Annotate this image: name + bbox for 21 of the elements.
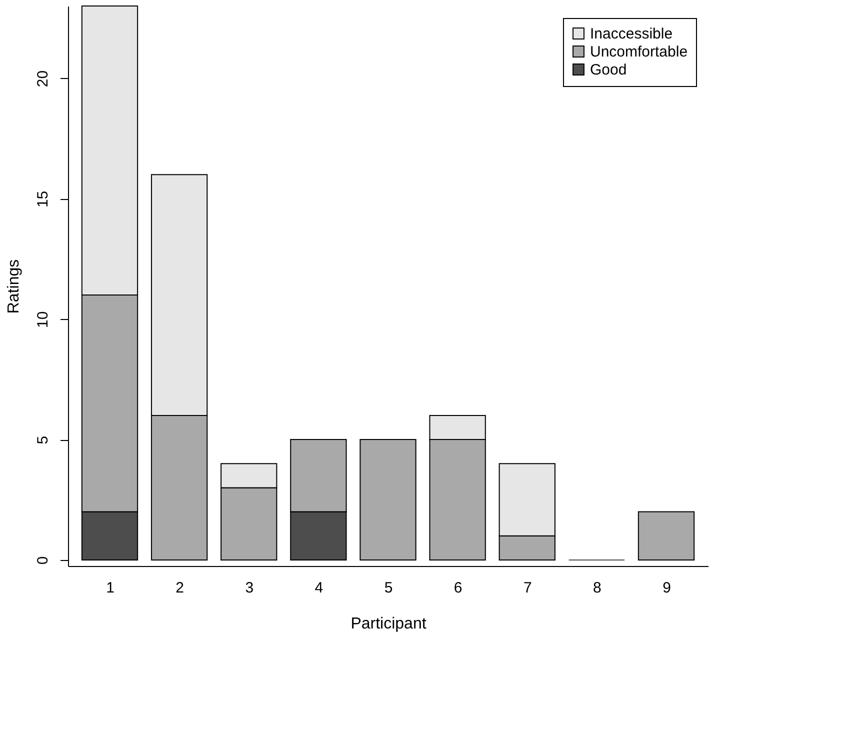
x-tick-label: 8 — [593, 580, 602, 596]
y-tick-label: 0 — [34, 556, 52, 565]
y-tick-label: 10 — [34, 311, 52, 328]
bar — [638, 511, 695, 560]
x-tick-label: 7 — [523, 580, 532, 596]
x-tick-label: 6 — [454, 580, 462, 596]
x-tick-label: 3 — [245, 580, 254, 596]
x-tick-label: 9 — [662, 580, 671, 596]
y-tick-label: 20 — [34, 70, 52, 88]
x-axis-title: Participant — [350, 616, 427, 632]
x-tick-label: 2 — [176, 580, 184, 596]
legend-label: Good — [590, 62, 627, 78]
legend-label: Uncomfortable — [590, 44, 688, 60]
bar — [360, 439, 416, 560]
y-tick-label: 5 — [34, 436, 52, 444]
y-tick-label: 15 — [34, 190, 52, 208]
x-tick-label: 1 — [106, 580, 114, 596]
y-axis-title: Ratings — [6, 259, 22, 314]
x-tick-label: 4 — [314, 580, 324, 596]
x-tick-label: 5 — [384, 580, 393, 596]
legend-label: Inaccessible — [590, 26, 673, 42]
